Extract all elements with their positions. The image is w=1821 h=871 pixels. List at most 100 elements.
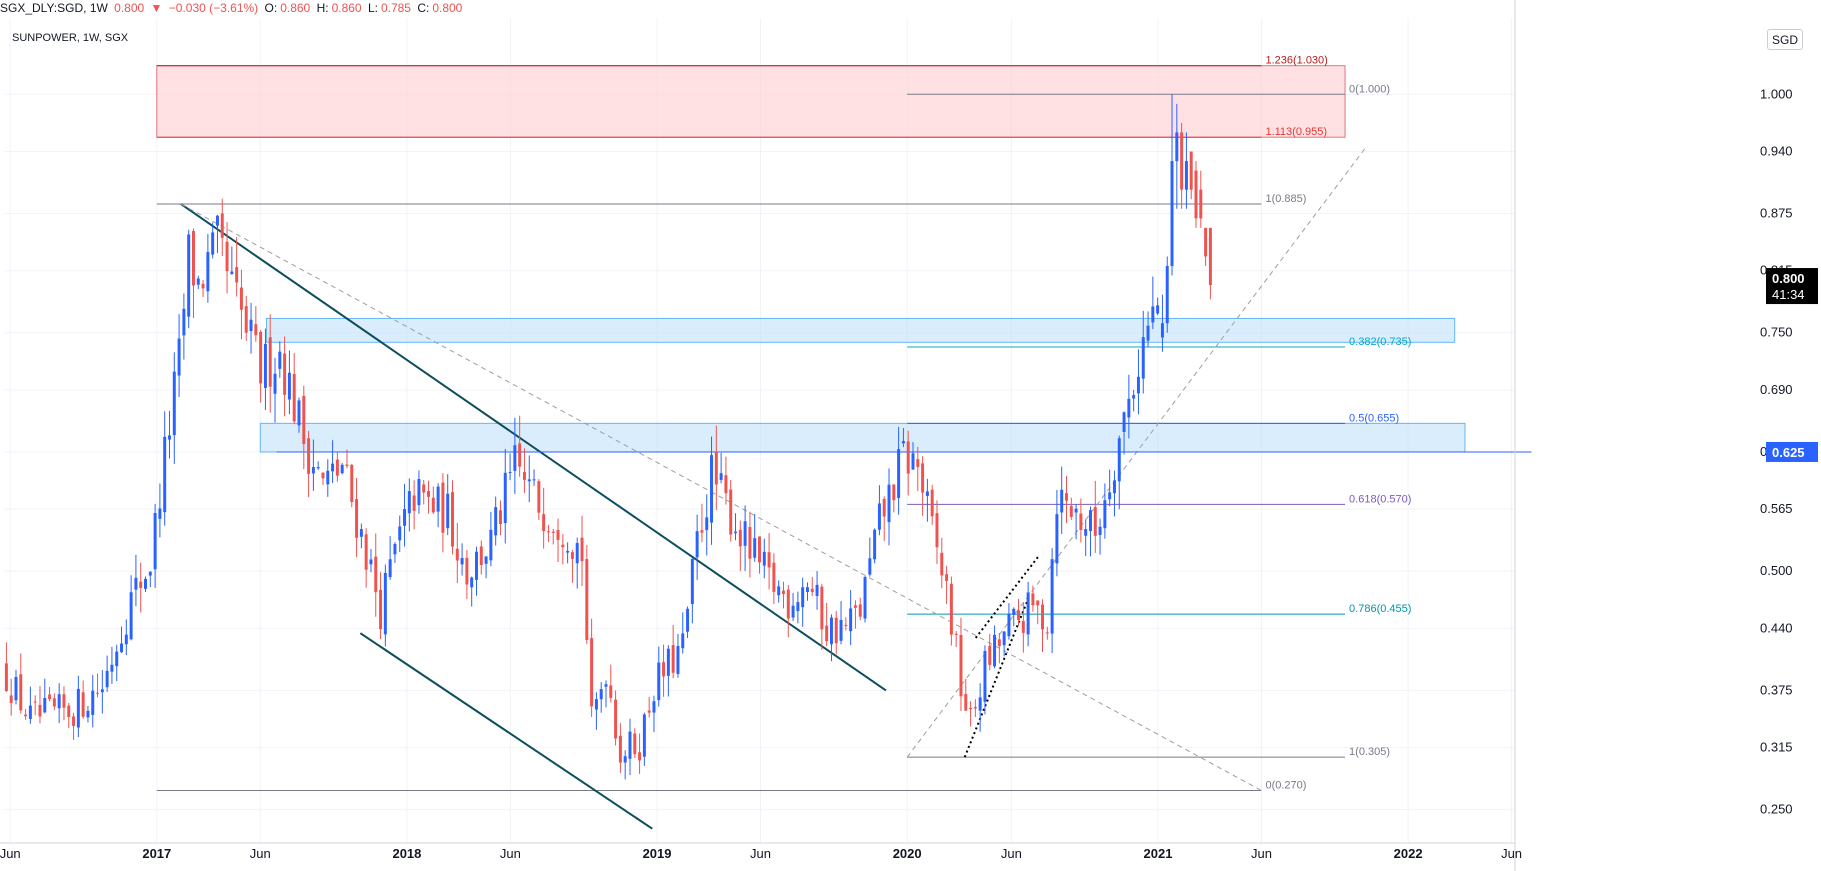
candle-body [628, 731, 632, 759]
candle-up [148, 571, 152, 588]
candle-up [681, 612, 685, 654]
candle-up [489, 511, 493, 567]
candle-body [206, 252, 210, 292]
price-tick-label: 0.940 [1760, 144, 1793, 159]
candle-up [1108, 469, 1112, 507]
red-resistance-zone [156, 65, 1346, 138]
candle-up [686, 606, 690, 638]
candle-up [287, 350, 291, 415]
price-tick-label: 0.750 [1760, 325, 1793, 340]
time-tick-label: Jun [500, 846, 521, 861]
price-tick-label: 1.000 [1760, 86, 1793, 101]
candle-down [614, 690, 618, 746]
candle-up [1026, 581, 1030, 647]
candle-up [86, 705, 90, 723]
candle-up [278, 341, 282, 378]
candle-body [518, 443, 522, 467]
candle-up [484, 556, 488, 579]
candle-body [479, 546, 483, 566]
lower-channel-line [359, 632, 653, 830]
candle-body [662, 662, 666, 677]
price-change: −0.030 (−3.61%) [168, 1, 259, 15]
symbol-title[interactable]: SGX_DLY:SGD, 1W [0, 1, 108, 15]
fib-layer: 1.236(1.030) 1.113(0.955) 1(0.885) 0(0.270)… [156, 55, 1411, 792]
price-tick-label: 0.440 [1760, 620, 1793, 635]
candle-body [1108, 492, 1112, 500]
candle-body [48, 694, 52, 700]
candle-down [455, 522, 459, 584]
candle-body [302, 395, 306, 445]
candle-up [1098, 518, 1102, 555]
candle-up [475, 546, 478, 596]
current-price-badge [1766, 268, 1818, 305]
candle-up [340, 462, 344, 475]
candle-down [671, 625, 675, 679]
candle-down [321, 472, 325, 485]
candle-body [796, 602, 800, 612]
candle-body [144, 578, 147, 589]
candle-body [556, 529, 560, 540]
candle-body [129, 592, 133, 640]
candle-up [877, 485, 881, 536]
candle-body [134, 577, 138, 590]
candle-down [1041, 599, 1044, 653]
trendline-layer [180, 146, 1532, 830]
candle-body [441, 482, 445, 533]
candle-body [431, 497, 435, 513]
currency-button[interactable]: SGD [1767, 29, 1803, 50]
candle-body [28, 705, 32, 719]
candle-body [168, 435, 171, 440]
candle-body [969, 707, 973, 710]
candle-body [201, 283, 205, 289]
candle-body [1060, 489, 1064, 513]
candle-down [945, 565, 949, 604]
candle-up [1170, 94, 1174, 276]
candle-up [206, 233, 210, 303]
candle-up [503, 448, 507, 544]
candle-down [585, 544, 589, 644]
candle-body [930, 489, 934, 517]
candle-down [441, 473, 445, 553]
candle-down [4, 642, 8, 692]
candle-body [964, 694, 968, 711]
candle-down [38, 686, 42, 724]
candle-body [465, 557, 469, 585]
candle-body [489, 529, 493, 561]
candle-body [455, 548, 459, 561]
candle-body [887, 484, 891, 523]
candle-body [551, 531, 555, 533]
price-axis[interactable]: 1.0000.9400.8750.8150.7500.6900.6250.565… [1760, 86, 1818, 817]
candle-body [355, 499, 359, 538]
candle-body [1146, 325, 1150, 341]
candle-up [623, 750, 627, 780]
candle-body [484, 556, 488, 564]
candle-down [853, 600, 857, 629]
candle-body [882, 498, 886, 517]
candle-up [273, 357, 277, 423]
candle-up [1084, 519, 1088, 557]
price-tick-label: 0.690 [1760, 382, 1793, 397]
fib-lower-label: 0.786(0.455) [1349, 603, 1411, 615]
candle-body [263, 343, 267, 388]
candle-body [1156, 305, 1160, 314]
candle-down [969, 701, 973, 727]
candle-up [753, 514, 757, 562]
candle-body [446, 493, 450, 529]
candle-up [705, 494, 709, 556]
candle-body [973, 707, 977, 709]
candle-body [278, 351, 282, 369]
candle-body [527, 479, 531, 482]
candle-down [379, 572, 383, 639]
candle-up [331, 440, 335, 484]
candle-down [518, 415, 522, 477]
candle-body [307, 438, 311, 474]
high-label: H: [316, 1, 329, 15]
time-axis[interactable]: Jun 2017 Jun 2018 Jun 2019 Jun 2020 Jun 2021 Jun 20… [0, 846, 1522, 861]
candle-down [638, 733, 642, 774]
candle-body [758, 536, 761, 563]
candle-up [177, 314, 181, 398]
candle-body [609, 685, 613, 698]
flag-line-upper [974, 556, 1039, 639]
candle-body [719, 473, 723, 480]
